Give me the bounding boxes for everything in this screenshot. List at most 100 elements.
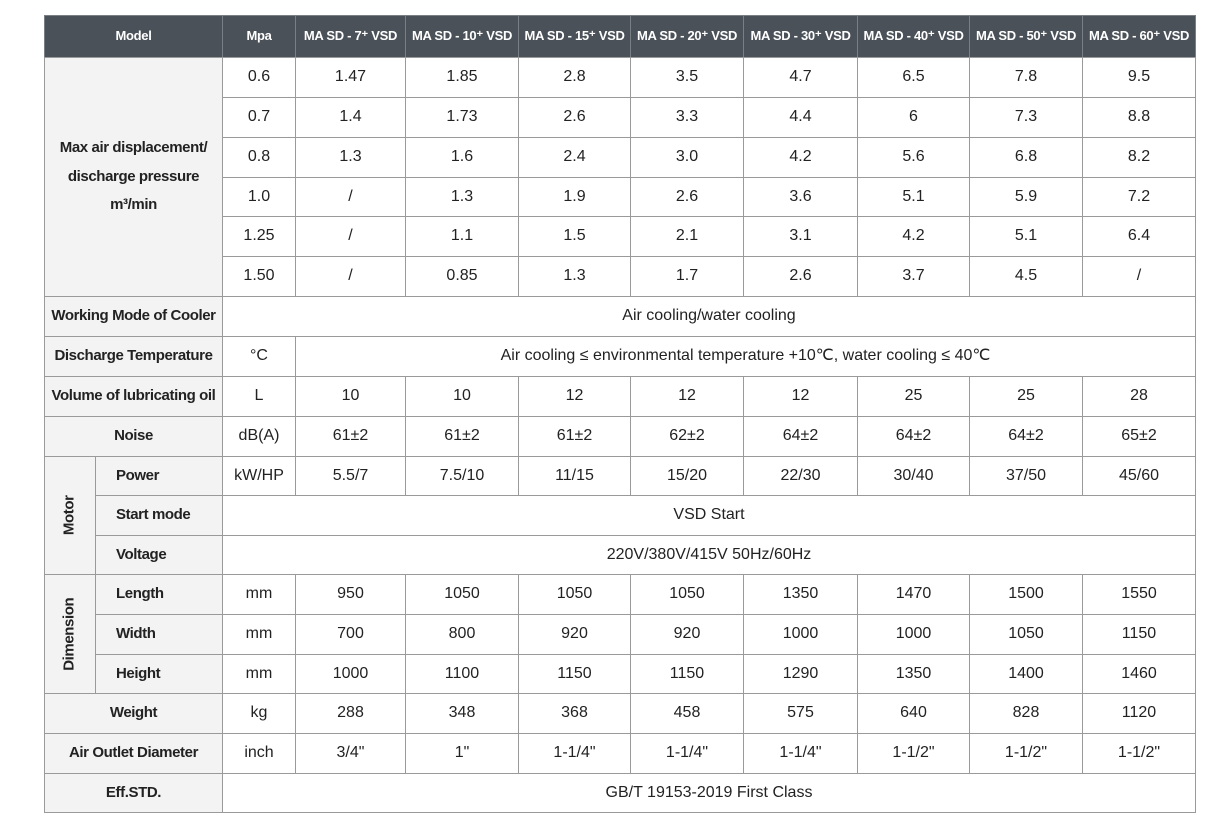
cell-text: 6.8: [1014, 148, 1038, 166]
value-cell: 7.5/10: [405, 456, 519, 496]
cell-text: 5.9: [1014, 187, 1038, 205]
value-cell: 1000: [857, 614, 970, 655]
value-cell: 1120: [1082, 693, 1196, 734]
cell-text: 1050: [669, 585, 705, 603]
cell-text: 3.5: [675, 68, 699, 86]
cell-text: Volume of lubricating oil: [51, 387, 216, 405]
cell-text: mm: [245, 585, 273, 603]
row-label: Air Outlet Diameter: [44, 733, 223, 774]
cell-text: 220V/380V/415V 50Hz/60Hz: [606, 545, 812, 563]
cell-text: 1150: [557, 664, 592, 682]
value-cell: 4.2: [743, 137, 858, 178]
value-cell: 3.5: [630, 57, 744, 98]
value-cell: /: [295, 216, 406, 257]
row-label: Width: [95, 614, 223, 655]
cell-text: 25: [1017, 387, 1035, 405]
value-cell: 1050: [969, 614, 1083, 655]
value-cell: 12: [743, 376, 858, 417]
cell-text: 348: [448, 704, 476, 722]
cell-text: Width: [116, 625, 156, 643]
value-cell: 640: [857, 693, 970, 734]
value-cell: 575: [743, 693, 858, 734]
cell-text: 45/60: [1118, 466, 1160, 484]
value-cell: 1470: [857, 574, 970, 615]
cell-text: L: [254, 387, 264, 405]
cell-text: 25: [904, 387, 923, 405]
cell-text: 1000: [895, 625, 932, 643]
cell-text: discharge pressure: [67, 167, 200, 185]
group-label: Dimension: [44, 574, 96, 694]
value-cell: 4.7: [743, 57, 858, 98]
value-cell: Air cooling/water cooling: [222, 296, 1196, 337]
value-cell: 368: [518, 693, 631, 734]
cell-text: 6: [909, 108, 918, 126]
cell-text: 9.5: [1127, 68, 1151, 86]
value-cell: 2.6: [630, 177, 744, 217]
cell-text: 64±2: [782, 427, 819, 445]
value-cell: 1460: [1082, 654, 1196, 694]
row-label: Discharge Temperature: [44, 336, 223, 377]
cell-text: Start mode: [116, 506, 191, 524]
cell-text: m³/min: [110, 196, 157, 214]
value-cell: 1.6: [405, 137, 519, 178]
cell-text: 0.8: [247, 148, 271, 166]
cell-text: MA SD - 20⁺ VSD: [636, 28, 738, 44]
value-cell: 1400: [969, 654, 1083, 694]
cell-text: 12: [791, 387, 810, 405]
value-cell: 1350: [743, 574, 858, 615]
value-cell: 1-1/2": [969, 733, 1083, 774]
cell-text: Dimension: [60, 597, 78, 671]
cell-text: mm: [245, 664, 273, 682]
value-cell: 1.47: [295, 57, 406, 98]
row-label: Eff.STD.: [44, 773, 223, 813]
value-cell: 1.5: [518, 216, 631, 257]
cell-text: 4.2: [789, 148, 812, 166]
value-cell: 1-1/4": [630, 733, 744, 774]
cell-text: 5.1: [902, 187, 925, 205]
value-cell: 8.2: [1082, 137, 1196, 178]
cell-text: 2.4: [563, 148, 586, 166]
cell-text: 920: [561, 625, 588, 643]
row-label: Height: [95, 654, 223, 694]
cell-text: 1-1/4": [553, 744, 596, 762]
unit-cell: L: [222, 376, 296, 417]
cell-text: Discharge Temperature: [54, 347, 213, 365]
value-cell: 25: [857, 376, 970, 417]
unit-cell: inch: [222, 733, 296, 774]
header-cell: Model: [44, 15, 223, 58]
cell-text: 828: [1012, 704, 1040, 722]
cell-text: 1.73: [446, 108, 478, 126]
cell-text: Weight: [109, 704, 158, 722]
value-cell: 4.4: [743, 97, 858, 138]
cell-text: 4.7: [789, 68, 812, 86]
cell-text: kW/HP: [234, 466, 284, 484]
cell-text: /: [348, 227, 353, 245]
value-cell: 11/15: [518, 456, 631, 496]
cell-text: 1-1/2": [1004, 744, 1048, 762]
value-cell: 7.8: [969, 57, 1083, 98]
cell-text: 8.8: [1127, 108, 1151, 126]
cell-text: GB/T 19153-2019 First Class: [605, 783, 813, 801]
cell-text: 7.3: [1014, 108, 1038, 126]
cell-text: 4.4: [789, 108, 812, 126]
cell-text: 1290: [782, 664, 819, 682]
value-cell: 10: [295, 376, 406, 417]
value-cell: 920: [630, 614, 744, 655]
cell-text: 1350: [782, 585, 819, 603]
value-cell: 288: [295, 693, 406, 734]
value-cell: 61±2: [518, 416, 631, 457]
cell-text: 1470: [895, 585, 932, 603]
row-label: Working Mode of Cooler: [44, 296, 223, 337]
cell-text: /: [348, 187, 353, 205]
value-cell: 1": [405, 733, 519, 774]
cell-text: Air Outlet Diameter: [68, 744, 199, 762]
value-cell: 1050: [630, 574, 744, 615]
cell-text: 30/40: [893, 466, 934, 484]
cell-text: Air cooling ≤ environmental temperature …: [500, 347, 991, 365]
cell-text: dB(A): [238, 427, 280, 445]
value-cell: 65±2: [1082, 416, 1196, 457]
cell-text: 1.25: [243, 227, 275, 245]
value-cell: 1.3: [405, 177, 519, 217]
cell-text: 3.7: [902, 267, 925, 285]
cell-text: 3.6: [789, 187, 812, 205]
